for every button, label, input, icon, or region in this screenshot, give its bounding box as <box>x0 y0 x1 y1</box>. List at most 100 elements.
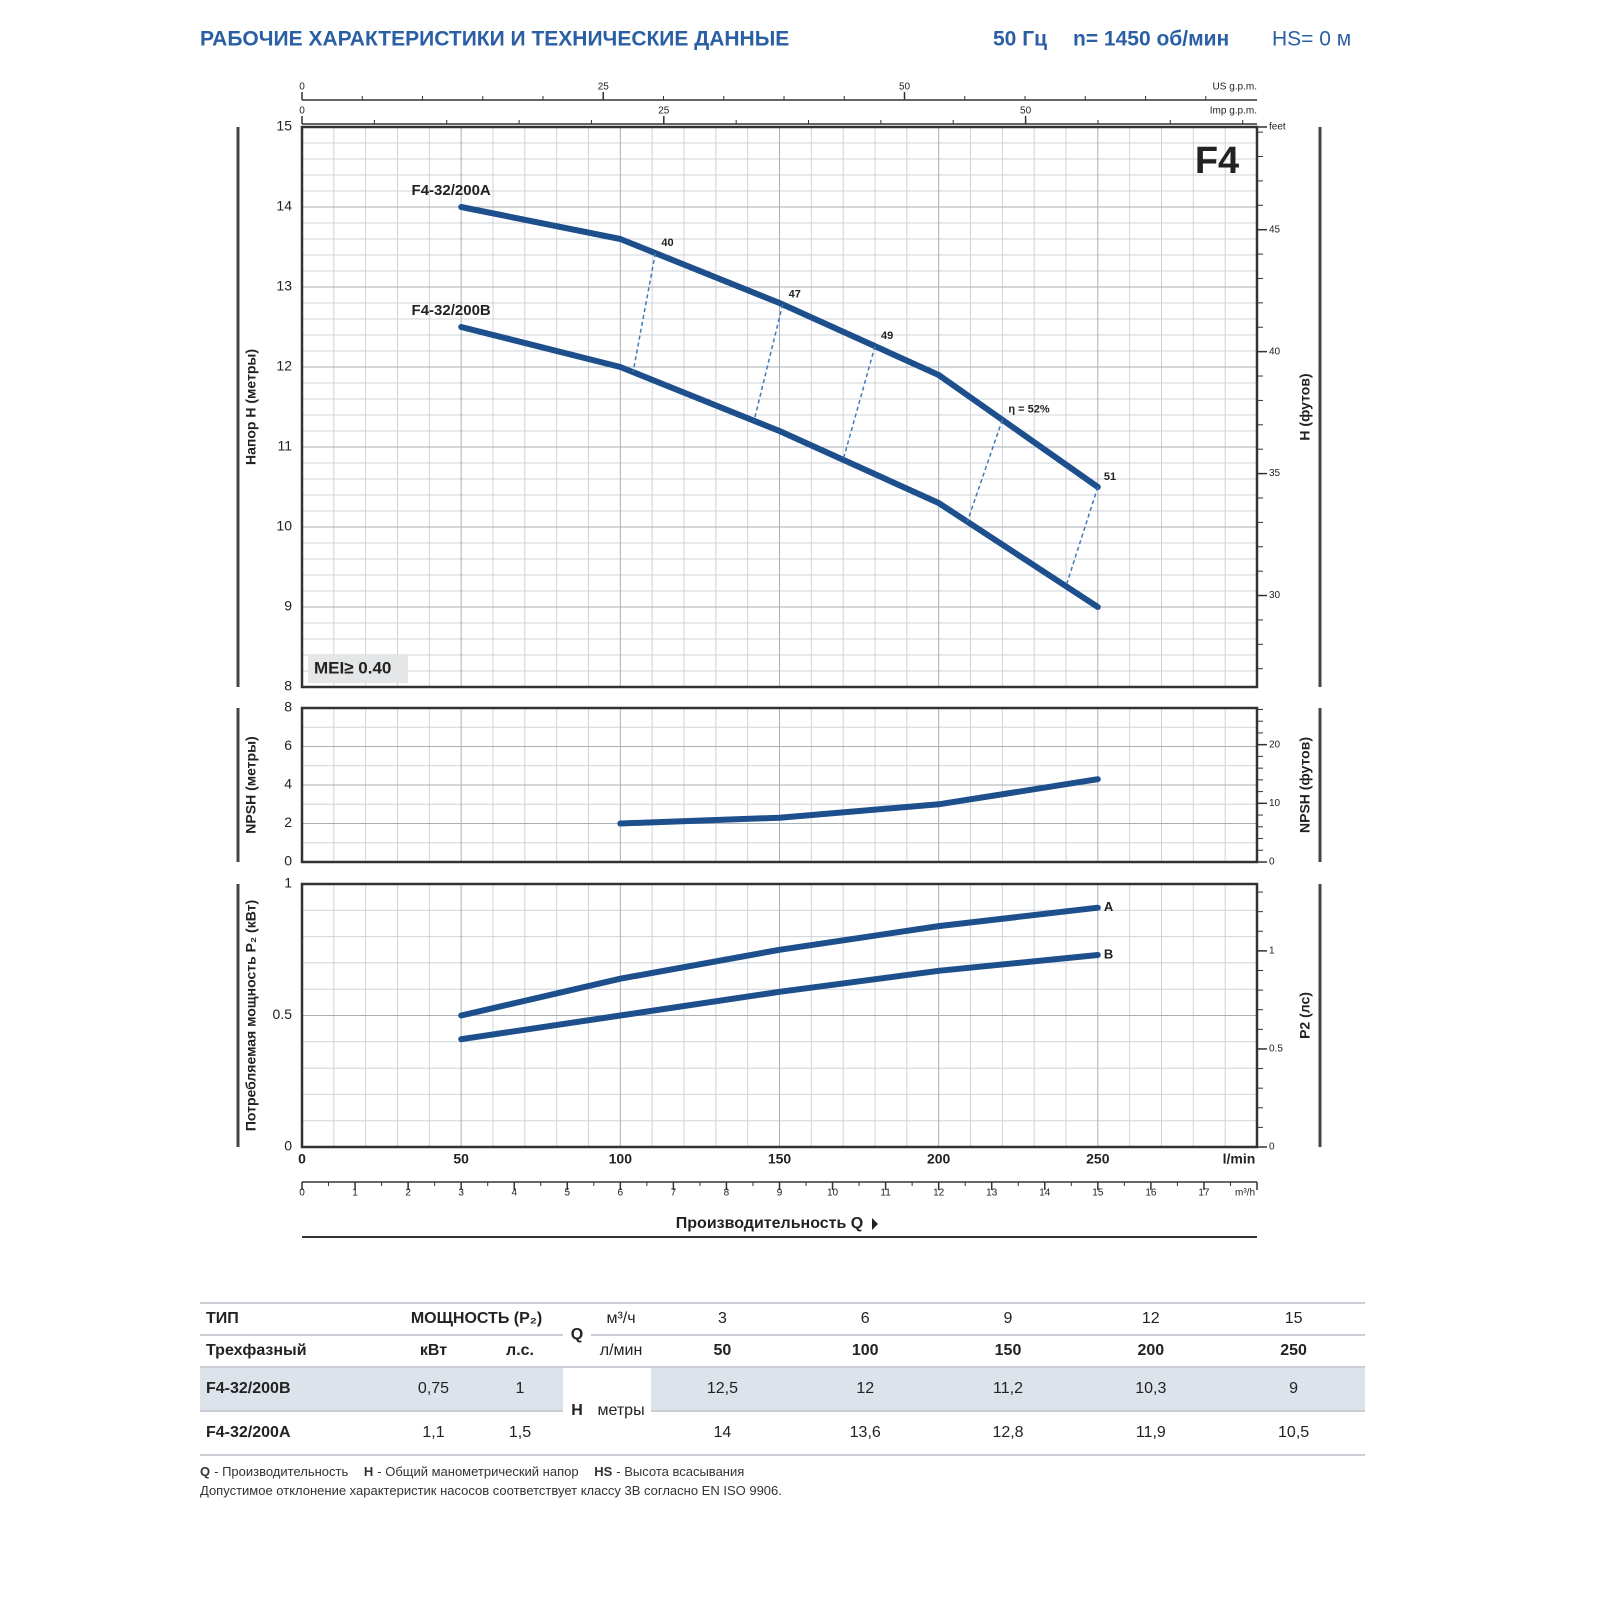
y-tick-label: 14 <box>276 198 292 214</box>
speed: n= 1450 об/мин <box>1073 28 1229 51</box>
cell: 10,5 <box>1222 1410 1365 1455</box>
table-row: F4-32/200B 0,75 1 H метры 12,5 12 11,2 1… <box>200 1366 1365 1455</box>
y2-tick-label: 45 <box>1269 224 1281 235</box>
y-tick-label: 0 <box>284 853 292 869</box>
x-tick-label: 100 <box>609 1151 633 1167</box>
x2-tick-label: 16 <box>1145 1188 1157 1199</box>
arrow-icon <box>872 1218 878 1230</box>
cell: Трехфазный <box>200 1334 390 1367</box>
series-label: F4-32/200A <box>412 182 491 199</box>
cell: H <box>563 1366 592 1455</box>
y2-tick-label: 0 <box>1269 1142 1275 1153</box>
badge: F4 <box>1195 140 1239 182</box>
cell: F4-32/200B <box>200 1366 390 1411</box>
cell: 11,2 <box>936 1366 1080 1411</box>
x2-tick-label: 13 <box>986 1188 998 1199</box>
x2-tick-label: 5 <box>564 1188 570 1199</box>
top-axis-tick-label: 50 <box>1020 106 1032 117</box>
iso-efficiency-line <box>1065 486 1099 587</box>
x-tick-label: 200 <box>927 1151 951 1167</box>
data-table: ТИП МОЩНОСТЬ (P₂) Q м³/ч 3 6 9 12 15 Тре… <box>200 1302 1365 1456</box>
series-label: B <box>1104 946 1113 961</box>
cell: 15 <box>1222 1302 1365 1335</box>
curve <box>458 324 1101 610</box>
footnote-legend: Q- Производительность H- Общий манометри… <box>200 1464 744 1479</box>
efficiency-label: 47 <box>789 288 801 300</box>
cell: 9 <box>1222 1366 1365 1411</box>
annotation-box <box>308 655 408 683</box>
x2-tick-label: 1 <box>352 1188 358 1199</box>
cell: 0,75 <box>390 1366 477 1411</box>
symbol: Q <box>200 1464 211 1479</box>
annotation: MEI≥ 0.40 <box>314 658 391 677</box>
cell: ТИП <box>200 1302 390 1335</box>
y-tick-label: 8 <box>284 699 292 715</box>
curve <box>617 776 1101 827</box>
iso-efficiency-line <box>632 252 657 373</box>
cell: 10,3 <box>1079 1366 1223 1411</box>
x-axis-title: Производительность Q <box>676 1215 863 1232</box>
top-axis-unit: US g.p.m. <box>1213 82 1257 93</box>
table-header-row: Трехфазный кВт л.с. л/мин 50 100 150 200… <box>200 1334 1365 1367</box>
cell: кВт <box>390 1334 477 1367</box>
cell: 11,9 <box>1079 1410 1223 1455</box>
y2-tick-label: 1 <box>1269 946 1275 957</box>
x2-tick-label: 10 <box>827 1188 839 1199</box>
y-tick-label: 15 <box>276 118 292 134</box>
y-tick-label: 11 <box>277 438 292 454</box>
symbol-text: - Общий манометрический напор <box>377 1464 579 1479</box>
y-tick-label: 4 <box>284 776 292 792</box>
y2-tick-label: feet <box>1269 122 1286 133</box>
efficiency-label: η = 52% <box>1008 404 1049 416</box>
top-axis-tick-label: 0 <box>299 82 305 93</box>
y-tick-label: 1 <box>284 875 292 891</box>
x2-tick-label: 8 <box>724 1188 730 1199</box>
x2-tick-label: 11 <box>880 1188 891 1199</box>
top-axis-tick-label: 25 <box>598 82 610 93</box>
y-axis-title: NPSH (метры) <box>243 736 259 833</box>
cell: 50 <box>651 1334 794 1367</box>
cell: Q <box>563 1302 592 1367</box>
cell: 12,8 <box>936 1410 1080 1455</box>
y-tick-label: 0.5 <box>273 1006 293 1022</box>
table-header-row: ТИП МОЩНОСТЬ (P₂) Q м³/ч 3 6 9 12 15 <box>200 1302 1365 1367</box>
x2-tick-label: 3 <box>458 1188 464 1199</box>
y-tick-label: 8 <box>284 678 292 694</box>
x2-tick-label: 15 <box>1092 1188 1104 1199</box>
y-tick-label: 2 <box>284 814 292 830</box>
series-label: F4-32/200B <box>412 302 491 319</box>
y-tick-label: 9 <box>284 598 292 614</box>
y2-tick-label: 40 <box>1269 346 1281 357</box>
y-tick-label: 6 <box>284 737 292 753</box>
page-title: РАБОЧИЕ ХАРАКТЕРИСТИКИ И ТЕХНИЧЕСКИЕ ДАН… <box>200 28 789 51</box>
footnote: Допустимое отклонение характеристик насо… <box>200 1483 782 1498</box>
cell: F4-32/200A <box>200 1410 390 1455</box>
y-tick-label: 12 <box>276 358 292 374</box>
y2-axis-title: H (футов) <box>1297 373 1313 440</box>
y2-axis-title: NPSH (футов) <box>1297 737 1313 833</box>
plot-frame <box>300 882 1259 1149</box>
cell: м³/ч <box>591 1302 652 1335</box>
iso-efficiency-line <box>966 419 1004 522</box>
x2-tick-label: 0 <box>299 1188 305 1199</box>
cell: 3 <box>651 1302 794 1335</box>
y2-tick-label: 20 <box>1269 739 1281 750</box>
top-axis-tick-label: 50 <box>899 82 911 93</box>
cell: МОЩНОСТЬ (P₂) <box>390 1302 564 1335</box>
cell: 12,5 <box>651 1366 794 1411</box>
y-axis-title: Напор H (метры) <box>243 349 259 465</box>
top-axis-unit: Imp g.p.m. <box>1210 106 1257 117</box>
x-tick-label: 150 <box>768 1151 792 1167</box>
top-axis-tick-label: 25 <box>658 106 670 117</box>
frequency: 50 Гц <box>993 28 1047 51</box>
cell: 250 <box>1222 1334 1365 1367</box>
top-axis-tick-label: 0 <box>299 106 305 117</box>
efficiency-label: 51 <box>1104 471 1116 483</box>
y2-tick-label: 0.5 <box>1269 1044 1283 1055</box>
symbol: H <box>363 1464 374 1479</box>
curve <box>458 904 1101 1019</box>
plot-frame <box>300 706 1259 864</box>
symbol-text: - Высота всасывания <box>616 1464 745 1479</box>
cell: л.с. <box>477 1334 564 1367</box>
